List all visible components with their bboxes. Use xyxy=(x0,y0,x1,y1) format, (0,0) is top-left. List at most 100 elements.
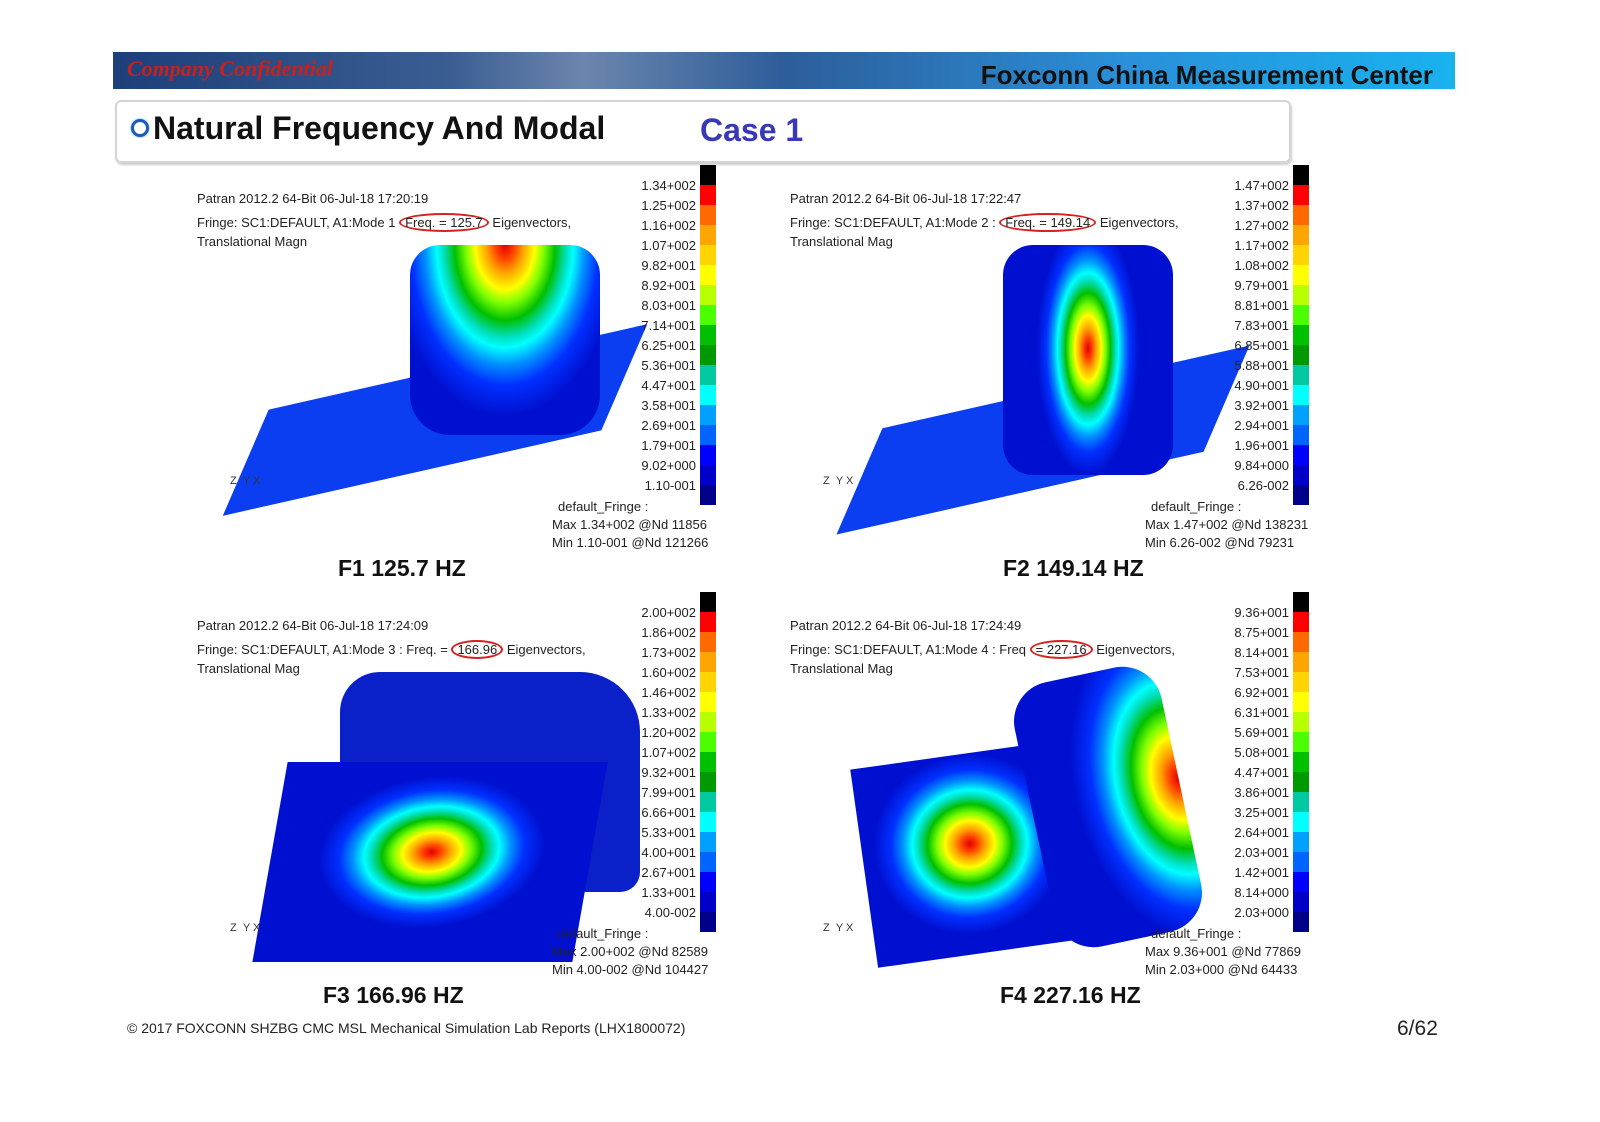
legend-label: 3.86+001 xyxy=(1234,785,1289,800)
result-panel: Patran 2012.2 64-Bit 06-Jul-18 17:20:19 F… xyxy=(190,165,730,585)
legend-label: 1.20+002 xyxy=(641,725,696,740)
colorbar-band xyxy=(1293,425,1309,445)
mode-caption: F2 149.14 HZ xyxy=(1003,555,1144,581)
legend-label: 2.00+002 xyxy=(641,605,696,620)
mode-caption: F4 227.16 HZ xyxy=(1000,982,1141,1008)
colorbar-band xyxy=(700,285,716,305)
legend-label: 8.75+001 xyxy=(1234,625,1289,640)
legend-label: 2.64+001 xyxy=(1234,825,1289,840)
stats-min: Min 1.10-001 @Nd 121266 xyxy=(552,535,709,550)
colorbar-band xyxy=(700,385,716,405)
legend-label: 1.16+002 xyxy=(641,218,696,233)
colorbar xyxy=(1293,165,1309,505)
legend-label: 4.00-002 xyxy=(644,905,696,920)
colorbar-band xyxy=(1293,732,1309,752)
fringe-suffix: Eigenvectors, Translational Mag xyxy=(790,215,1179,249)
confidential-label: Company Confidential xyxy=(127,56,333,81)
legend-label: 7.83+001 xyxy=(1234,318,1289,333)
legend-label: 2.03+001 xyxy=(1234,845,1289,860)
legend-label: 2.94+001 xyxy=(1234,418,1289,433)
colorbar-band xyxy=(1293,165,1309,185)
colorbar-band xyxy=(700,592,716,612)
colorbar-band xyxy=(1293,365,1309,385)
frequency-value: Freq. = 149.14 xyxy=(999,213,1097,232)
legend-label: 1.47+002 xyxy=(1234,178,1289,193)
result-panel: Patran 2012.2 64-Bit 06-Jul-18 17:24:09 F… xyxy=(190,592,730,1012)
software-label: Patran 2012.2 64-Bit 06-Jul-18 17:20:19 xyxy=(197,191,429,206)
stats-max: Max 9.36+001 @Nd 77869 xyxy=(1145,944,1301,959)
colorbar-band xyxy=(700,485,716,505)
legend-label: 1.34+002 xyxy=(641,178,696,193)
colorbar-band xyxy=(700,612,716,632)
mode-caption: F1 125.7 HZ xyxy=(338,555,466,581)
footer: © 2017 FOXCONN SHZBG CMC MSL Mechanical … xyxy=(127,1020,686,1036)
legend-label: 9.79+001 xyxy=(1234,278,1289,293)
colorbar-band xyxy=(700,185,716,205)
page-number: 6/62 xyxy=(1397,1017,1438,1040)
case-label: Case 1 xyxy=(700,112,804,148)
colorbar-band xyxy=(700,652,716,672)
legend-label: 1.60+002 xyxy=(641,665,696,680)
colorbar-band xyxy=(1293,652,1309,672)
legend-label: 1.25+002 xyxy=(641,198,696,213)
legend-label: 6.26-002 xyxy=(1237,478,1289,493)
colorbar-band xyxy=(700,732,716,752)
colorbar-band xyxy=(700,872,716,892)
frequency-value: 166.96 xyxy=(451,640,504,659)
legend-label: 5.08+001 xyxy=(1234,745,1289,760)
colorbar-band xyxy=(1293,912,1309,932)
page-title: Natural Frequency And Modal xyxy=(153,110,606,146)
fringe-label: Fringe: SC1:DEFAULT, A1:Mode 2 : Freq. =… xyxy=(790,213,1195,251)
colorbar xyxy=(1293,592,1309,932)
colorbar-band xyxy=(1293,405,1309,425)
legend-label: 1.79+001 xyxy=(641,438,696,453)
axis-triad: Z Y X xyxy=(230,922,261,934)
colorbar-band xyxy=(700,772,716,792)
colorbar-band xyxy=(1293,872,1309,892)
legend-label: 7.53+001 xyxy=(1234,665,1289,680)
stats-title: default_Fringe : xyxy=(558,926,649,941)
colorbar xyxy=(700,592,716,932)
colorbar-band xyxy=(1293,285,1309,305)
colorbar-band xyxy=(1293,612,1309,632)
stats-min: Min 2.03+000 @Nd 64433 xyxy=(1145,962,1298,977)
stats-min: Min 6.26-002 @Nd 79231 xyxy=(1145,535,1295,550)
stats-title: default_Fringe : xyxy=(558,499,649,514)
colorbar-band xyxy=(1293,185,1309,205)
colorbar-band xyxy=(700,712,716,732)
legend-label: 5.36+001 xyxy=(641,358,696,373)
model-plate xyxy=(252,762,608,962)
stats-max: Max 1.47+002 @Nd 138231 xyxy=(1145,517,1309,532)
legend-label: 9.02+000 xyxy=(641,458,696,473)
legend-label: 4.47+001 xyxy=(641,378,696,393)
colorbar-band xyxy=(700,205,716,225)
colorbar-band xyxy=(700,465,716,485)
colorbar-band xyxy=(1293,325,1309,345)
header-banner: Company Confidential Foxconn China Measu… xyxy=(113,52,1455,90)
colorbar-band xyxy=(1293,205,1309,225)
fe-model xyxy=(250,662,670,972)
fringe-suffix: Eigenvectors, Translational Mag xyxy=(197,642,586,676)
colorbar-band xyxy=(1293,345,1309,365)
fe-model xyxy=(222,235,670,545)
legend-label: 4.90+001 xyxy=(1234,378,1289,393)
colorbar-band xyxy=(1293,245,1309,265)
legend-label: 9.32+001 xyxy=(641,765,696,780)
stats-max: Max 2.00+002 @Nd 82589 xyxy=(552,944,708,959)
legend-label: 6.85+001 xyxy=(1234,338,1289,353)
colorbar-band xyxy=(1293,385,1309,405)
stats-title: default_Fringe : xyxy=(1151,499,1242,514)
fringe-label: Fringe: SC1:DEFAULT, A1:Mode 3 : Freq. =… xyxy=(197,640,602,678)
colorbar-band xyxy=(700,852,716,872)
colorbar-band xyxy=(1293,485,1309,505)
legend-label: 6.31+001 xyxy=(1234,705,1289,720)
fringe-suffix: Eigenvectors, Translational Mag xyxy=(790,642,1175,676)
legend-label: 9.82+001 xyxy=(641,258,696,273)
legend-label: 6.66+001 xyxy=(641,805,696,820)
colorbar-band xyxy=(1293,852,1309,872)
legend-label: 8.92+001 xyxy=(641,278,696,293)
colorbar-band xyxy=(700,672,716,692)
colorbar-band xyxy=(700,225,716,245)
result-panel: Patran 2012.2 64-Bit 06-Jul-18 17:22:47 F… xyxy=(783,165,1323,585)
